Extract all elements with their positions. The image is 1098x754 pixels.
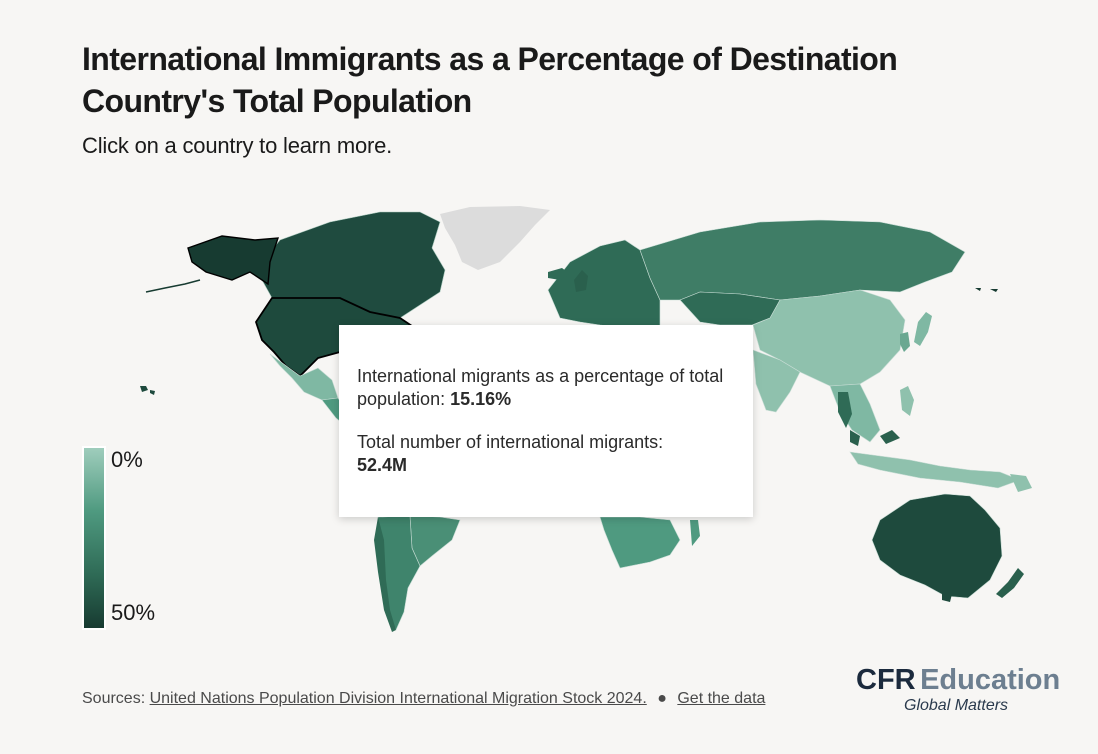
chart-title: International Immigrants as a Percentage… — [82, 41, 898, 119]
country-russia[interactable] — [639, 219, 966, 301]
logo-cfr-text: CFR — [856, 664, 916, 696]
country-tasmania[interactable] — [942, 594, 952, 602]
sources-footer: Sources: United Nations Population Divis… — [82, 690, 765, 708]
tooltip-percentage: International migrants as a percentage o… — [357, 365, 735, 411]
tooltip-total: Total number of international migrants: … — [357, 431, 735, 477]
country-brazil[interactable] — [409, 515, 461, 567]
legend-min-label: 0% — [111, 447, 143, 472]
separator-dot: ● — [657, 690, 667, 707]
tooltip-total-label: Total number of international migrants: — [357, 432, 664, 452]
country-iceland[interactable] — [548, 268, 570, 280]
tooltip-pct-label: International migrants as a percentage o… — [357, 366, 724, 409]
tooltip-total-value: 52.4M — [357, 455, 408, 475]
country-alaska[interactable] — [187, 235, 280, 286]
country-australia[interactable] — [871, 493, 1003, 599]
country-indonesia[interactable] — [849, 451, 1021, 489]
sources-label: Sources: — [82, 690, 146, 707]
tooltip-pct-value: 15.16% — [450, 389, 512, 409]
world-map — [140, 206, 1032, 632]
country-japan[interactable] — [914, 312, 932, 346]
country-greenland[interactable] — [440, 206, 550, 270]
logo-tagline: Global Matters — [904, 697, 1009, 714]
chart-subtitle: Click on a country to learn more. — [82, 133, 393, 158]
logo-education-text: Education — [920, 664, 1061, 696]
country-tooltip: International migrants as a percentage o… — [339, 325, 753, 517]
cfr-education-logo[interactable]: CFR Education Global Matters — [856, 664, 1066, 714]
country-hawaii[interactable] — [140, 386, 155, 395]
country-chile[interactable] — [374, 517, 396, 632]
country-korea[interactable] — [900, 332, 910, 352]
arctic-islands — [975, 288, 998, 292]
alaska-aleutians — [145, 279, 201, 293]
country-malaysia[interactable] — [850, 430, 900, 446]
country-png[interactable] — [1010, 474, 1032, 492]
country-philippines[interactable] — [900, 386, 914, 416]
country-madagascar[interactable] — [690, 520, 700, 546]
source-link[interactable]: United Nations Population Division Inter… — [149, 690, 647, 707]
country-uk[interactable] — [574, 270, 588, 292]
country-india[interactable] — [752, 349, 801, 413]
country-thailand[interactable] — [838, 392, 852, 428]
country-canada[interactable] — [261, 211, 446, 319]
legend-max-label: 50% — [111, 600, 156, 625]
country-new-zealand[interactable] — [996, 568, 1024, 598]
legend-color-bar — [82, 446, 106, 630]
get-data-link[interactable]: Get the data — [677, 690, 766, 707]
region-southern-africa[interactable] — [599, 516, 681, 569]
